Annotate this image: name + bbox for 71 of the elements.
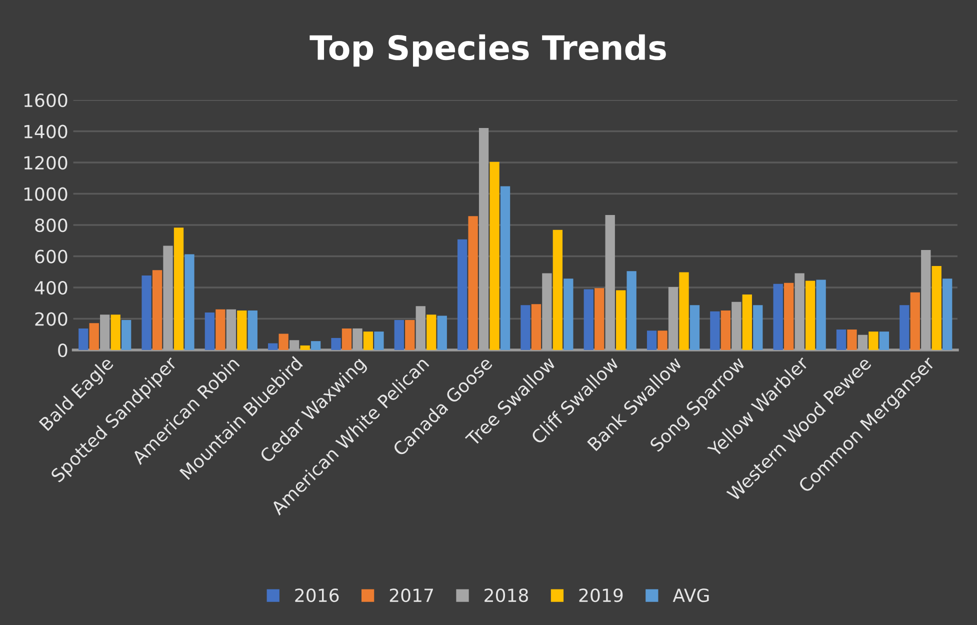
y-tick-label: 400 — [34, 280, 68, 295]
bar — [237, 310, 247, 350]
legend-label: 2018 — [484, 588, 528, 602]
bar — [626, 271, 636, 350]
bar — [152, 270, 162, 350]
y-tick-label: 0 — [58, 343, 68, 358]
y-tick-label: 1400 — [24, 124, 68, 138]
bar — [564, 278, 574, 350]
bar — [110, 314, 120, 350]
bar — [720, 310, 731, 350]
bar — [773, 284, 783, 350]
bar — [468, 216, 478, 350]
y-tick-label: 800 — [35, 218, 68, 232]
bar — [868, 332, 878, 350]
bar — [784, 282, 794, 350]
bar — [520, 305, 530, 350]
legend-label: 2019 — [579, 588, 623, 602]
bar — [437, 316, 447, 350]
bar — [679, 272, 689, 350]
bar — [942, 278, 952, 350]
bar — [900, 305, 910, 350]
bar — [457, 239, 468, 350]
bar — [710, 311, 720, 350]
bar — [405, 320, 415, 350]
bar — [879, 332, 890, 350]
bar — [616, 290, 626, 350]
bar — [805, 280, 816, 350]
bar — [89, 323, 99, 350]
y-tick-label: 1000 — [24, 187, 68, 201]
chart-title: Top Species Trends — [310, 34, 666, 67]
bar — [531, 304, 542, 350]
bar — [742, 294, 752, 350]
bar — [78, 328, 88, 350]
bar — [300, 345, 310, 350]
y-tick-label: 1200 — [24, 156, 68, 170]
y-tick-label: 200 — [35, 312, 68, 326]
bar — [121, 320, 132, 350]
legend-label: 2016 — [295, 588, 339, 602]
bar — [216, 309, 226, 350]
bar — [836, 330, 846, 350]
bar — [331, 338, 341, 350]
bar — [753, 305, 763, 350]
bar — [426, 314, 436, 350]
y-tick-label: 600 — [35, 250, 68, 264]
bar — [910, 292, 920, 350]
bar — [932, 266, 942, 350]
bar — [500, 186, 510, 350]
bar — [646, 330, 657, 350]
bar — [363, 332, 374, 350]
bar — [816, 280, 826, 350]
bar — [584, 289, 594, 350]
bar — [594, 288, 604, 350]
bar — [552, 230, 563, 350]
bar — [658, 330, 668, 350]
bar — [142, 275, 152, 350]
bar — [394, 320, 404, 350]
bar — [310, 341, 321, 350]
bar — [374, 332, 384, 350]
bar — [278, 334, 288, 350]
bar — [342, 328, 352, 350]
bar — [847, 330, 857, 350]
y-tick-label: 1600 — [24, 93, 68, 108]
bar — [268, 343, 278, 350]
legend-label: 2017 — [390, 588, 433, 602]
bar — [690, 305, 700, 350]
bar — [174, 228, 184, 350]
bar — [184, 254, 194, 350]
bar — [490, 162, 500, 350]
bar — [204, 312, 215, 350]
legend-label: AVG — [672, 588, 709, 602]
bar — [248, 310, 258, 350]
